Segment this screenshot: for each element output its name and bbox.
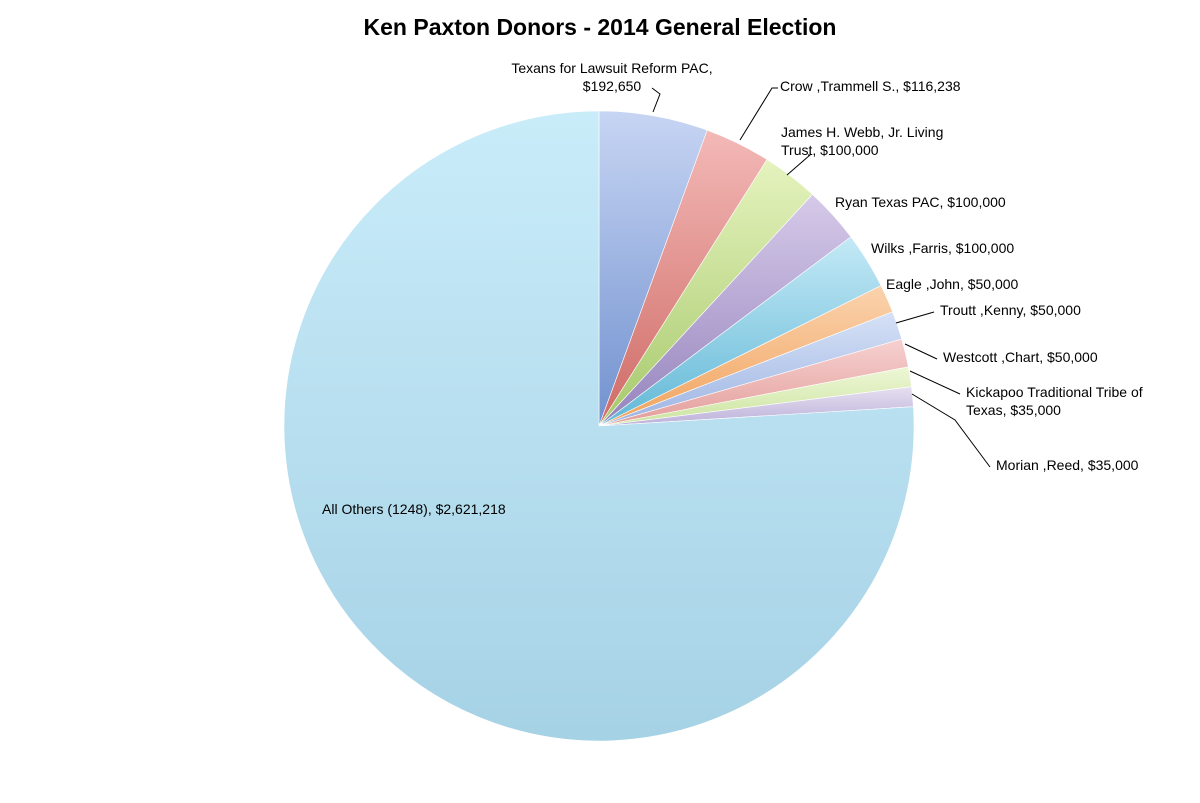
leader-line-westcott-chart [904, 343, 938, 360]
chart-title: Ken Paxton Donors - 2014 General Electio… [363, 14, 837, 40]
slice-label-line: Texas, $35,000 [966, 402, 1061, 418]
slice-label-line: Wilks ,Farris, $100,000 [871, 240, 1014, 256]
slice-label-ryan-texas-pac: Ryan Texas PAC, $100,000 [835, 194, 1006, 210]
slice-label-crow-trammell-s: Crow ,Trammell S., $116,238 [780, 78, 961, 94]
slice-label-line: Crow ,Trammell S., $116,238 [780, 78, 961, 94]
pie-slices [283, 110, 915, 742]
slice-label-line: Eagle ,John, $50,000 [886, 276, 1019, 292]
slice-label-line: Trust, $100,000 [781, 142, 879, 158]
slice-label-westcott-chart: Westcott ,Chart, $50,000 [943, 349, 1098, 365]
slice-label-line: Kickapoo Traditional Tribe of [966, 384, 1143, 400]
leader-line-troutt-kenny [895, 311, 935, 324]
slice-label-line: $192,650 [583, 78, 642, 94]
leader-lines [651, 87, 991, 468]
slice-label-kickapoo-traditional-tribe-of-texas: Kickapoo Traditional Tribe of Texas, $35,… [966, 384, 1143, 418]
slice-label-line: James H. Webb, Jr. Living [781, 124, 943, 140]
leader-line-james-h-webb-jr-living-trust [786, 154, 812, 176]
slice-label-line: Troutt ,Kenny, $50,000 [940, 302, 1081, 318]
leader-line-morian-reed [911, 393, 991, 468]
slice-label-line: Morian ,Reed, $35,000 [996, 457, 1139, 473]
slice-label-line: All Others (1248), $2,621,218 [322, 501, 506, 517]
slice-label-line: Ryan Texas PAC, $100,000 [835, 194, 1006, 210]
slice-label-troutt-kenny: Troutt ,Kenny, $50,000 [940, 302, 1081, 318]
leader-line-kickapoo-traditional-tribe-of-texas [909, 370, 961, 395]
slice-labels: Texans for Lawsuit Reform PAC, $192,650 Cr… [322, 60, 1143, 517]
pie-slice-all-others-1248 [283, 110, 915, 742]
slice-label-morian-reed: Morian ,Reed, $35,000 [996, 457, 1139, 473]
slice-label-james-h-webb-jr-living-trust: James H. Webb, Jr. Living Trust, $100,000 [781, 124, 943, 158]
leader-line-crow-trammell-s [739, 87, 778, 141]
leader-line-texans-for-lawsuit-reform-pac [651, 87, 661, 113]
slice-label-line: Westcott ,Chart, $50,000 [943, 349, 1098, 365]
slice-label-all-others-1248: All Others (1248), $2,621,218 [322, 501, 506, 517]
slice-label-wilks-farris: Wilks ,Farris, $100,000 [871, 240, 1014, 256]
slice-label-texans-for-lawsuit-reform-pac: Texans for Lawsuit Reform PAC, $192,650 [511, 60, 712, 94]
slice-label-eagle-john: Eagle ,John, $50,000 [886, 276, 1019, 292]
slice-label-line: Texans for Lawsuit Reform PAC, [511, 60, 712, 76]
